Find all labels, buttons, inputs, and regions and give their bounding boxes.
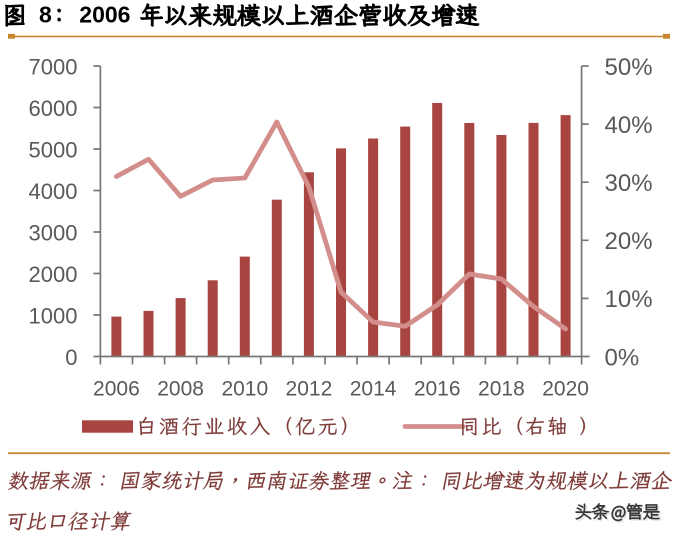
- svg-text:2010: 2010: [221, 377, 268, 400]
- svg-text:2006: 2006: [79, 1, 130, 27]
- svg-text:3000: 3000: [29, 221, 78, 246]
- svg-text:6000: 6000: [29, 96, 78, 121]
- svg-text:7000: 7000: [29, 55, 78, 80]
- svg-text:10%: 10%: [605, 286, 653, 313]
- svg-text:2020: 2020: [542, 377, 589, 400]
- svg-text:5000: 5000: [29, 138, 78, 163]
- svg-text:50%: 50%: [605, 54, 653, 81]
- svg-text:2008: 2008: [157, 377, 204, 400]
- svg-text:2014: 2014: [350, 377, 397, 400]
- svg-text:1000: 1000: [29, 304, 78, 329]
- svg-text:2006: 2006: [93, 377, 140, 400]
- svg-text:20%: 20%: [605, 228, 653, 255]
- svg-text:0%: 0%: [605, 344, 640, 371]
- svg-text:2000: 2000: [29, 262, 78, 287]
- svg-text:2018: 2018: [478, 377, 525, 400]
- svg-text:30%: 30%: [605, 170, 653, 197]
- svg-text:40%: 40%: [605, 112, 653, 139]
- svg-text:2016: 2016: [414, 377, 461, 400]
- svg-text:8: 8: [39, 1, 52, 27]
- svg-text:0: 0: [65, 345, 77, 370]
- svg-text:4000: 4000: [29, 179, 78, 204]
- svg-text:2012: 2012: [286, 377, 333, 400]
